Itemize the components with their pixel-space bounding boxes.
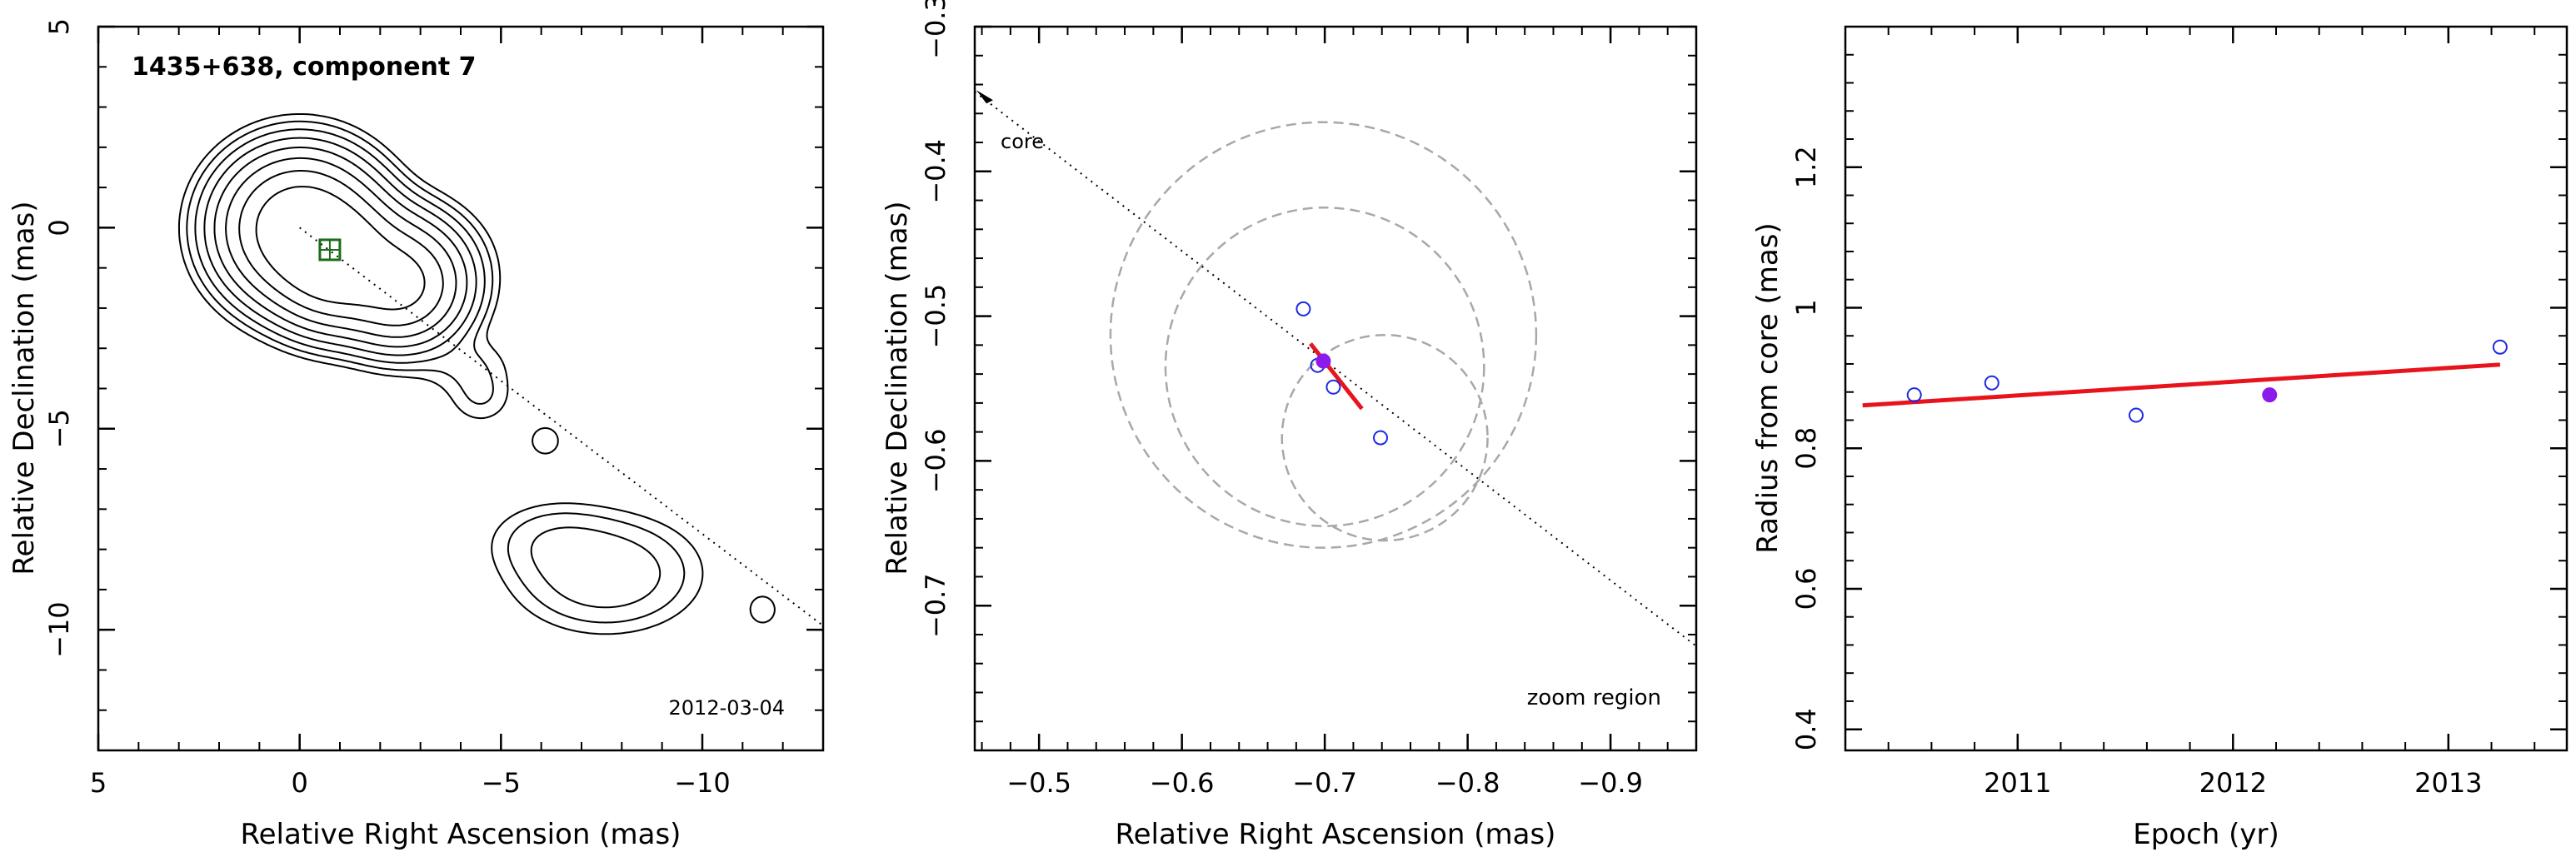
- radius-xtick-label: 2012: [2199, 767, 2267, 799]
- component-marker: [318, 238, 342, 262]
- radius-ytick-label: 0.4: [1790, 708, 1822, 750]
- panel-radius: 2011 2012 2013 0.4 0.6 0.8 1 1.2 Epoch (yr) Rad…: [1751, 25, 2569, 851]
- fit-line: [1862, 362, 2501, 408]
- radius-x-axis-label: Epoch (yr): [2133, 818, 2279, 851]
- zoom-y-axis-label: Relative Declination (mas): [881, 201, 914, 575]
- zoom-ticks: −0.5 −0.6 −0.7 −0.8 −0.9 −0.3 −0.4 −0.5 −0.6 −0.7: [920, 0, 1697, 799]
- radius-ytick-label: 1: [1790, 299, 1822, 316]
- map-jet-axis: [299, 227, 823, 627]
- radius-point-current: [2262, 387, 2278, 403]
- zoom-ytick-label: −0.7: [920, 573, 951, 638]
- error-circle: [1164, 207, 1485, 527]
- radius-xtick-label: 2013: [2414, 767, 2482, 799]
- contour-level: [177, 113, 776, 635]
- position-point: [1373, 430, 1389, 446]
- zoom-frame: [973, 25, 1698, 752]
- map-ticks: 5 0 −5 −10 5 0 −5 −10: [43, 18, 824, 799]
- map-title: 1435+638, component 7: [132, 52, 477, 82]
- panel-map: 5 0 −5 −10 5 0 −5 −10 1435+638, component 7 201…: [7, 18, 825, 851]
- core-arrow: [976, 90, 993, 104]
- radius-y-axis-label: Radius from core (mas): [1751, 222, 1785, 553]
- map-xtick-label: 5: [90, 767, 107, 799]
- zoom-plot-area: [975, 90, 1696, 647]
- contour-level: [213, 147, 468, 348]
- zoom-core-label: core: [1001, 130, 1044, 153]
- radius-point: [2128, 407, 2144, 423]
- map-date: 2012-03-04: [669, 696, 785, 720]
- radius-plot-area: [1862, 339, 2508, 423]
- radius-point: [2492, 339, 2508, 355]
- zoom-xtick-label: −0.5: [1006, 767, 1071, 799]
- radius-ytick-label: 0.8: [1790, 427, 1822, 470]
- zoom-ytick-label: −0.5: [920, 284, 951, 349]
- map-x-axis-label: Relative Right Ascension (mas): [241, 818, 681, 851]
- map-ytick-label: 0: [43, 219, 75, 236]
- radius-point: [1984, 375, 1999, 391]
- map-contours: [177, 113, 776, 635]
- error-circle: [1109, 121, 1538, 549]
- contour-level: [186, 120, 686, 624]
- map-ytick-label: −5: [43, 409, 75, 448]
- contour-level: [203, 137, 477, 356]
- contour-level: [238, 170, 444, 326]
- zoom-x-axis-label: Relative Right Ascension (mas): [1116, 818, 1556, 851]
- map-y-axis-label: Relative Declination (mas): [7, 201, 41, 575]
- zoom-region-label: zoom region: [1527, 685, 1661, 710]
- map-xtick-label: −5: [482, 767, 521, 799]
- map-xtick-label: −10: [674, 767, 731, 799]
- zoom-ytick-label: −0.3: [920, 0, 951, 59]
- jet-axis-line: [975, 91, 1696, 647]
- position-point: [1295, 301, 1311, 316]
- error-circle: [1281, 333, 1489, 542]
- position-point-current: [1315, 353, 1331, 369]
- map-xtick-label: 0: [291, 767, 307, 799]
- zoom-xtick-label: −0.8: [1435, 767, 1500, 799]
- fit-segment: [1309, 342, 1364, 411]
- radius-xtick-label: 2011: [1984, 767, 2051, 799]
- zoom-xtick-label: −0.9: [1578, 767, 1643, 799]
- position-point: [1325, 379, 1341, 395]
- contour-level: [255, 186, 426, 311]
- radius-ytick-label: 1.2: [1790, 146, 1822, 188]
- zoom-ytick-label: −0.4: [920, 139, 951, 204]
- zoom-xtick-label: −0.6: [1150, 767, 1215, 799]
- map-ytick-label: −10: [43, 601, 75, 658]
- radius-ticks: 2011 2012 2013 0.4 0.6 0.8 1 1.2: [1790, 26, 2567, 799]
- radius-point: [1906, 387, 1922, 403]
- map-frame: [97, 25, 825, 752]
- jet-axis-line: [299, 227, 823, 627]
- radius-frame: [1844, 25, 2569, 752]
- panel-zoom: −0.5 −0.6 −0.7 −0.8 −0.9 −0.3 −0.4 −0.5 −0.6 −0.7…: [881, 0, 1698, 851]
- contour-level: [225, 157, 457, 338]
- zoom-xtick-label: −0.7: [1292, 767, 1357, 799]
- zoom-ytick-label: −0.6: [920, 429, 951, 494]
- contour-level: [194, 128, 661, 609]
- map-ytick-label: 5: [43, 18, 75, 35]
- radius-ytick-label: 0.6: [1790, 568, 1822, 610]
